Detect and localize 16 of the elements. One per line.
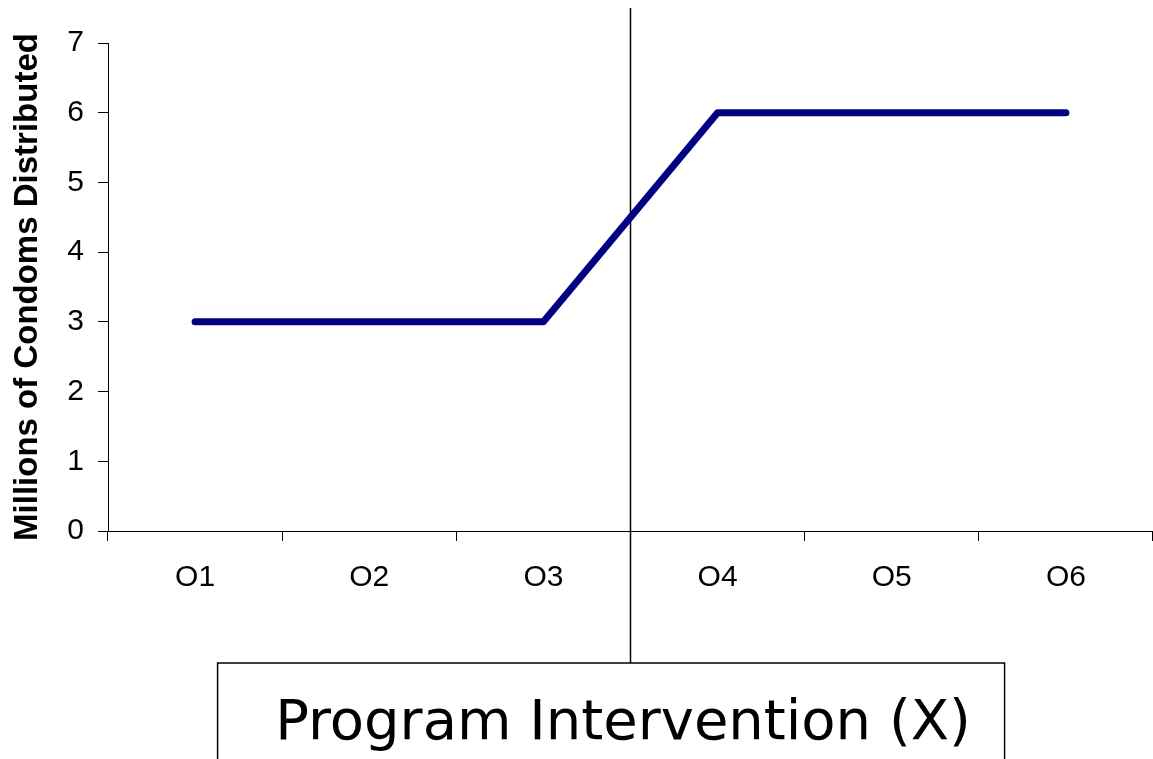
x-tick-label: O4 [697,559,738,593]
x-tick-label: O1 [175,559,216,593]
y-tick-label: 6 [67,93,84,127]
y-tick-label: 5 [67,163,84,197]
y-tick-label: 7 [67,24,84,58]
x-tick-label: O3 [523,559,564,593]
x-tick-label: O6 [1045,559,1086,593]
y-tick-label: 2 [67,372,84,406]
x-tick-label: O2 [349,559,390,593]
y-tick-label: 4 [67,233,84,267]
y-tick-label: 0 [67,512,84,546]
text: Program Intervention (X) [275,687,971,752]
x-tick-label: O5 [871,559,912,593]
y-axis-title: Millions of Condoms Distributed [6,33,44,541]
y-tick-label: 1 [67,442,84,476]
y-tick-label: 3 [67,303,84,337]
